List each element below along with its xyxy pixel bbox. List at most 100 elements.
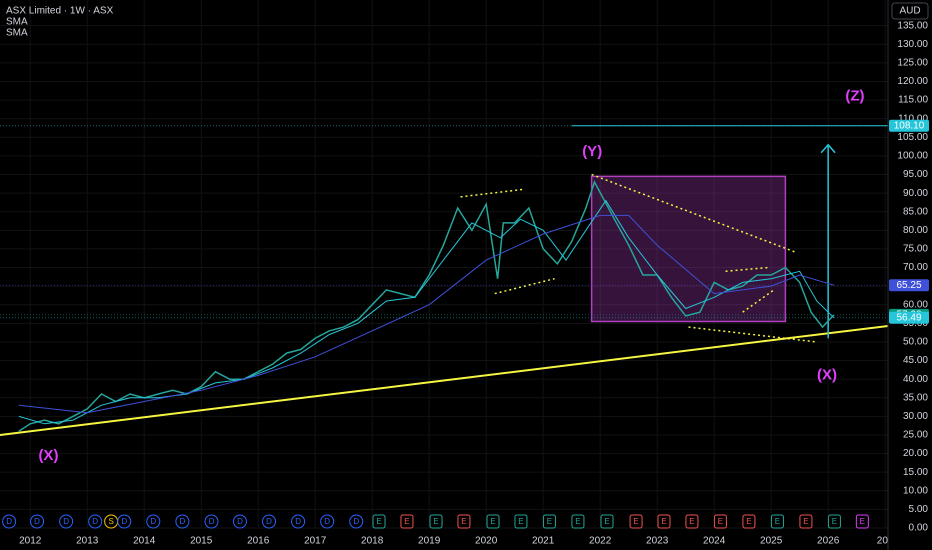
price-label: 56.49: [896, 312, 921, 323]
event-label[interactable]: D: [34, 517, 40, 526]
y-tick-label: 95.00: [903, 169, 928, 180]
event-label[interactable]: E: [547, 517, 552, 526]
event-label[interactable]: D: [63, 517, 69, 526]
event-label[interactable]: D: [266, 517, 272, 526]
arrow-head: [820, 143, 836, 154]
x-tick-label: 2012: [19, 536, 42, 547]
y-tick-label: 60.00: [903, 299, 928, 310]
event-badge: [855, 514, 869, 529]
y-tick-label: 25.00: [903, 430, 928, 441]
event-badge: [400, 514, 414, 529]
event-badge: [713, 514, 727, 529]
event-badge: [88, 514, 103, 529]
x-tick-label: 2022: [589, 536, 612, 547]
legend-title: ASX Limited · 1W · ASX: [6, 6, 114, 17]
x-tick-label: 2021: [532, 536, 555, 547]
event-label[interactable]: D: [150, 517, 156, 526]
y-tick-label: 120.00: [897, 76, 928, 87]
event-badge: [457, 514, 471, 529]
y-tick-label: 40.00: [903, 374, 928, 385]
event-label[interactable]: E: [832, 517, 837, 526]
event-label[interactable]: S: [108, 517, 113, 526]
price-label: 108.10: [894, 120, 925, 131]
event-badge: [204, 514, 219, 529]
event-label[interactable]: E: [689, 517, 694, 526]
range-box: [590, 175, 787, 323]
event-badge: [175, 514, 190, 529]
event-badge: [514, 514, 528, 529]
y-tick-label: 0.00: [909, 523, 929, 534]
event-label[interactable]: D: [179, 517, 185, 526]
event-label[interactable]: E: [775, 517, 780, 526]
event-label[interactable]: E: [661, 517, 666, 526]
event-label[interactable]: D: [324, 517, 330, 526]
dotted-line: [591, 173, 798, 254]
event-label[interactable]: E: [860, 517, 865, 526]
y-tick-label: 100.00: [897, 151, 928, 162]
dotted-line: [460, 188, 524, 198]
price-label-box: [889, 279, 929, 292]
y-tick-label: 105.00: [897, 132, 928, 143]
x-tick-label: 2015: [190, 536, 213, 547]
event-badge: [542, 514, 556, 529]
legend-sma: SMA: [6, 28, 28, 39]
y-tick-label: 45.00: [903, 355, 928, 366]
x-tick-label: 2020: [475, 536, 498, 547]
event-badge: [657, 514, 671, 529]
dotted-line: [688, 326, 817, 343]
y-tick-label: 135.00: [897, 20, 928, 31]
event-label[interactable]: E: [604, 517, 609, 526]
event-label[interactable]: D: [353, 517, 359, 526]
x-tick-label: 2024: [703, 536, 726, 547]
y-tick-label: 110.00: [898, 113, 928, 124]
event-label[interactable]: E: [803, 517, 808, 526]
event-label[interactable]: D: [295, 517, 301, 526]
event-label[interactable]: E: [461, 517, 466, 526]
y-tick-label: 70.00: [903, 262, 928, 273]
y-tick-label: 20.00: [903, 448, 928, 459]
price-line: [18, 180, 835, 432]
event-label[interactable]: E: [490, 517, 495, 526]
price-label: 65.25: [896, 280, 921, 291]
y-tick-label: 125.00: [897, 58, 928, 69]
event-badge: [429, 514, 443, 529]
event-badge: [30, 514, 45, 529]
event-badge: [2, 514, 17, 529]
y-tick-label: 10.00: [903, 485, 928, 496]
event-badge: [146, 514, 161, 529]
event-badge: [571, 514, 585, 529]
y-tick-label: 130.00: [897, 39, 928, 50]
event-label[interactable]: D: [6, 517, 12, 526]
event-label[interactable]: E: [633, 517, 638, 526]
event-label[interactable]: E: [718, 517, 723, 526]
event-badge: [799, 514, 813, 529]
event-label[interactable]: E: [746, 517, 751, 526]
plot-area: 2012 2013 2014 2015 2016 2017 2018 2019 2020 2021…: [0, 0, 888, 547]
sma-line: [18, 214, 835, 414]
currency[interactable]: AUD: [899, 6, 920, 17]
y-tick-label: 85.00: [903, 206, 928, 217]
event-badge: [742, 514, 756, 529]
event-badge: [600, 514, 614, 529]
currency-box[interactable]: [891, 2, 929, 20]
x-tick-label: 2018: [361, 536, 384, 547]
event-label[interactable]: D: [209, 517, 215, 526]
event-label[interactable]: E: [404, 517, 409, 526]
event-label[interactable]: E: [376, 517, 381, 526]
event-label[interactable]: D: [237, 517, 243, 526]
event-label[interactable]: D: [92, 517, 98, 526]
x-tick-label: 2023: [646, 536, 669, 547]
event-badge: [629, 514, 643, 529]
event-label[interactable]: E: [433, 517, 438, 526]
x-tick-label: 2026: [817, 536, 840, 547]
y-tick-label: 15.00: [903, 467, 928, 478]
y-tick-label: 115.00: [898, 95, 928, 106]
event-badge: [349, 514, 364, 529]
wave-label: (Z): [845, 87, 864, 104]
event-label[interactable]: E: [518, 517, 523, 526]
event-label[interactable]: D: [121, 517, 127, 526]
y-tick-label: 90.00: [903, 188, 928, 199]
event-badge: [827, 514, 841, 529]
event-label[interactable]: E: [575, 517, 580, 526]
